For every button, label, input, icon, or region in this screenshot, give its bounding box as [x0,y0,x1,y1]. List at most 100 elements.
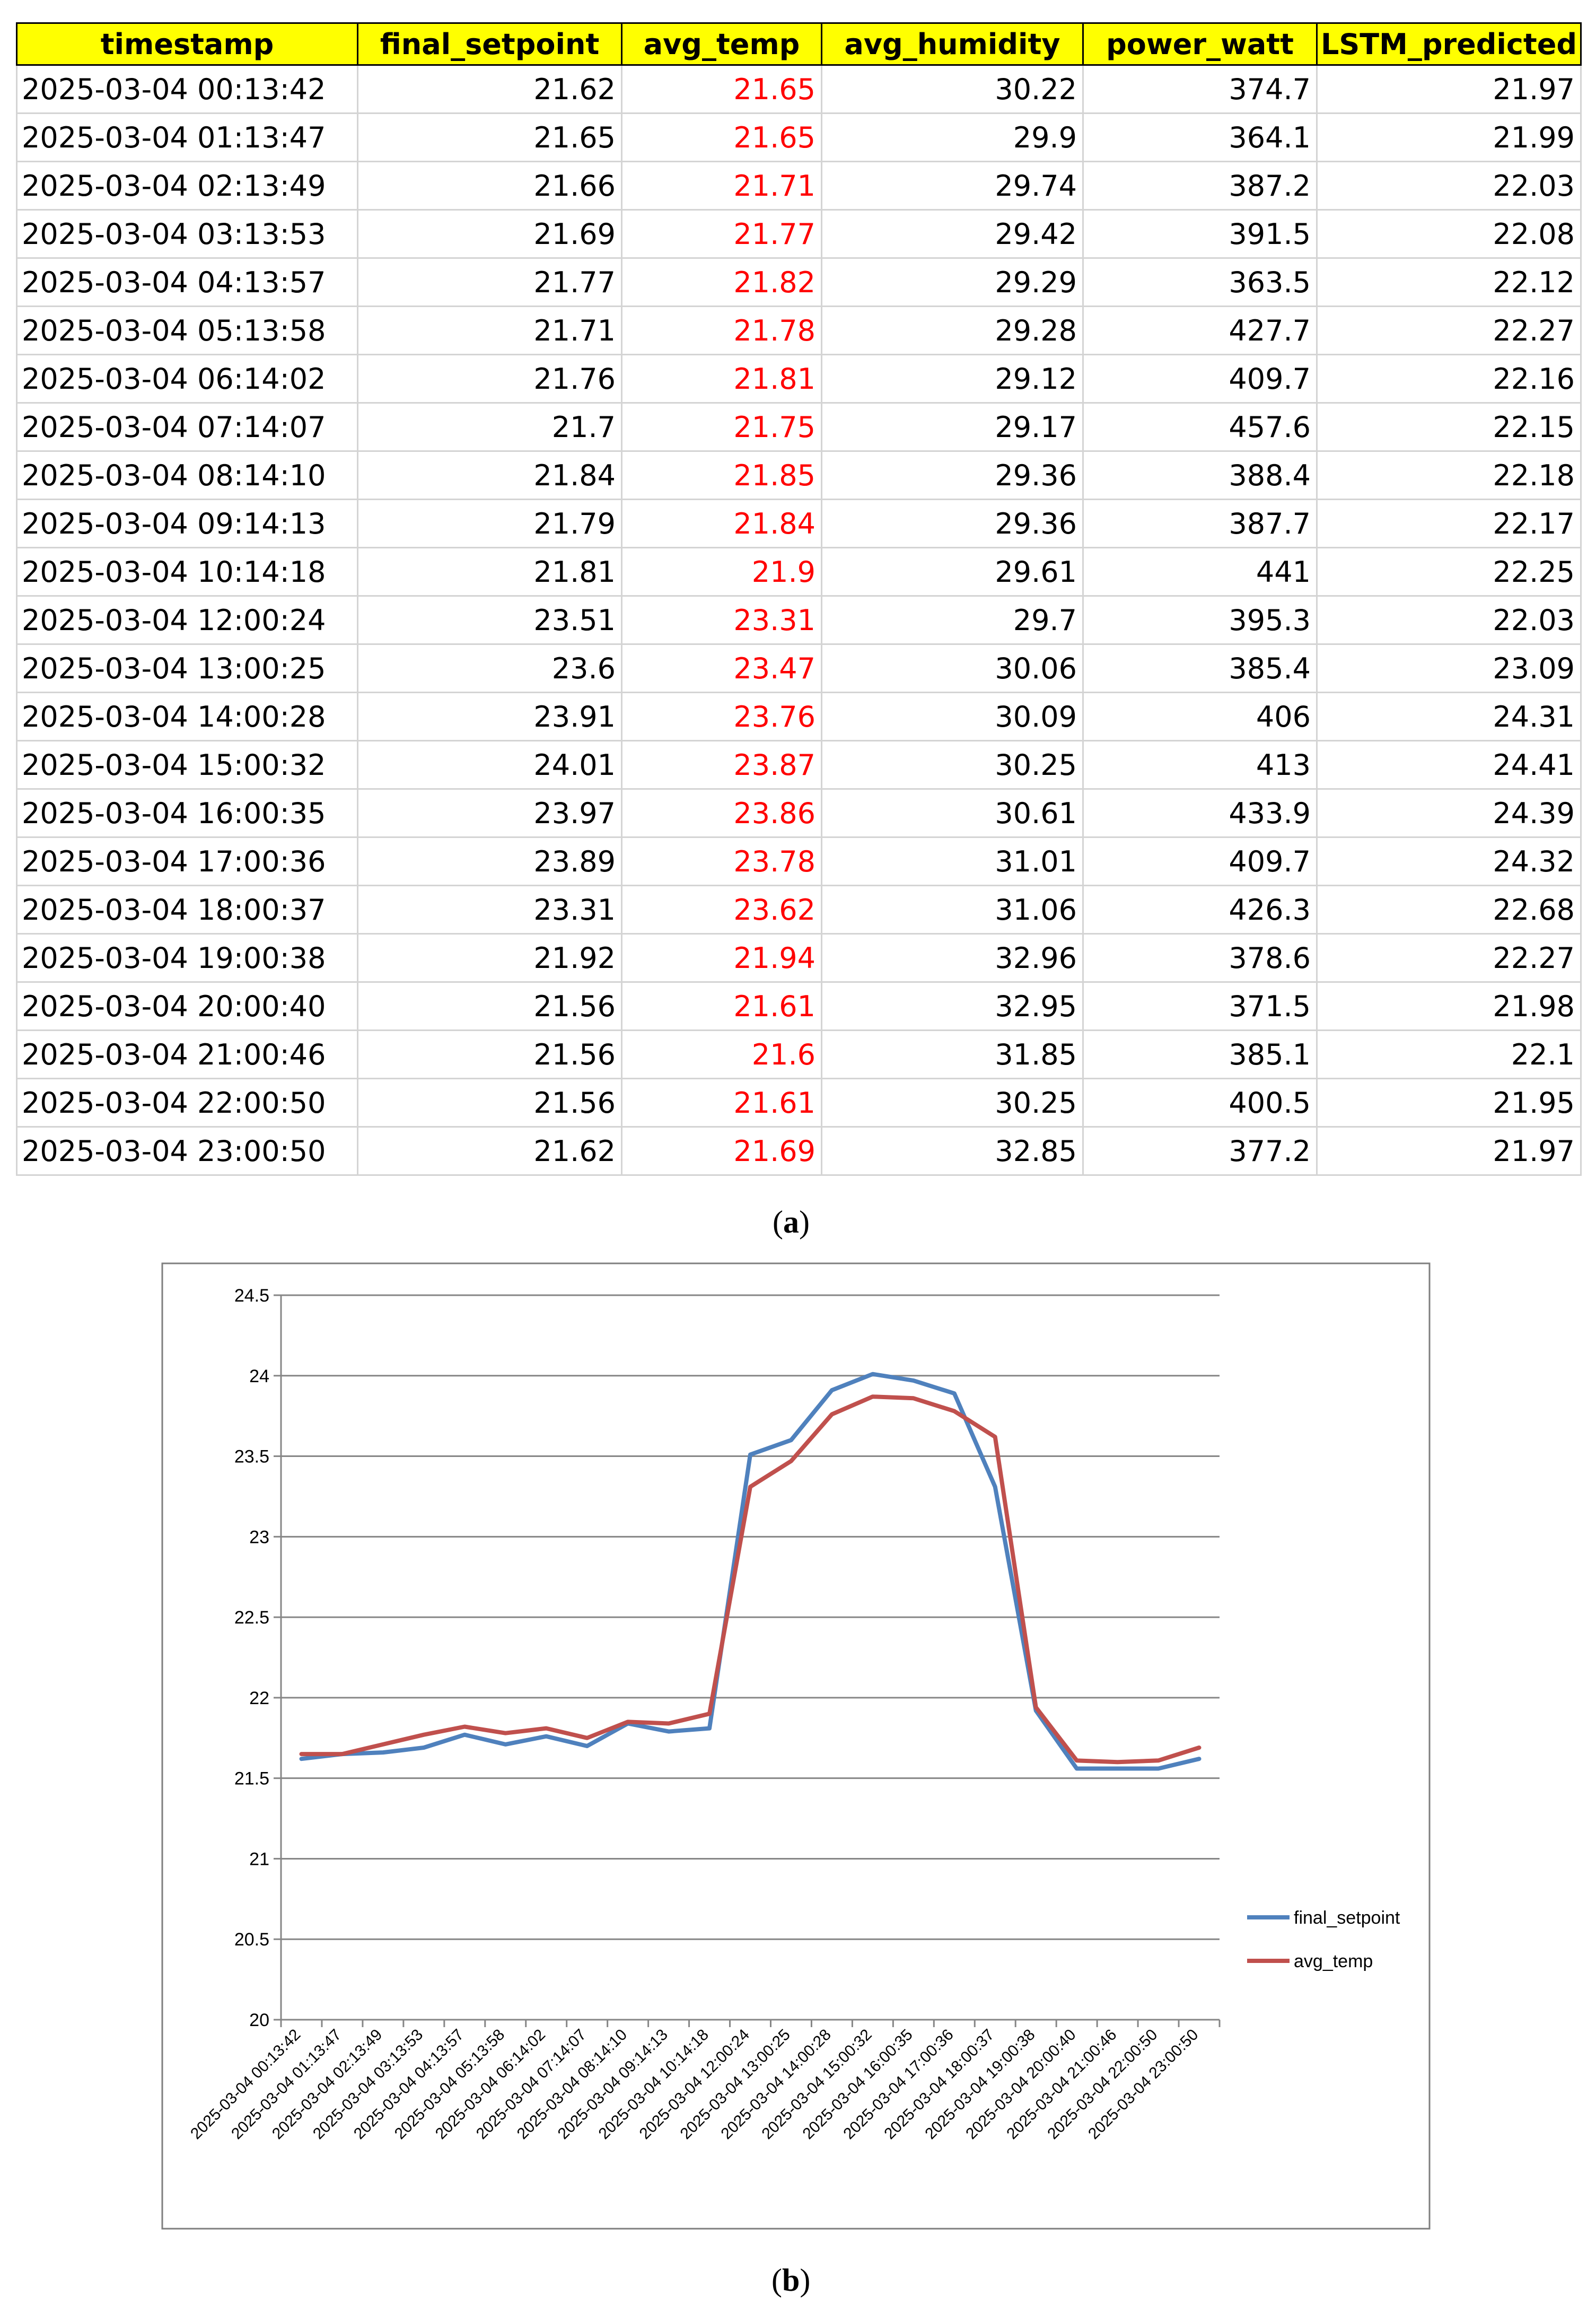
table-cell[interactable]: 2025-03-04 13:00:25 [16,644,358,693]
table-cell[interactable]: 22.15 [1317,403,1582,452]
table-cell[interactable]: 30.09 [821,692,1084,741]
table-cell[interactable]: 364.1 [1083,113,1318,162]
table-cell[interactable]: 441 [1083,547,1318,597]
table-cell[interactable]: 21.61 [621,982,822,1031]
table-cell[interactable]: 29.61 [821,547,1084,597]
table-cell[interactable]: 2025-03-04 21:00:46 [16,1030,358,1079]
table-cell[interactable]: 363.5 [1083,258,1318,307]
table-cell[interactable]: 2025-03-04 17:00:36 [16,837,358,886]
table-cell[interactable]: 24.41 [1317,740,1582,790]
table-cell[interactable]: 24.32 [1317,837,1582,886]
table-cell[interactable]: 2025-03-04 06:14:02 [16,354,358,404]
table-cell[interactable]: 378.6 [1083,933,1318,983]
table-cell[interactable]: 21.84 [621,499,822,548]
column-header-lstm-predicted[interactable]: LSTM_predicted [1316,22,1582,66]
table-cell[interactable]: 2025-03-04 10:14:18 [16,547,358,597]
table-cell[interactable]: 387.2 [1083,161,1318,211]
table-cell[interactable]: 21.97 [1317,65,1582,114]
table-cell[interactable]: 30.61 [821,789,1084,838]
table-cell[interactable]: 2025-03-04 22:00:50 [16,1078,358,1128]
table-cell[interactable]: 21.81 [357,547,622,597]
table-cell[interactable]: 22.68 [1317,885,1582,935]
table-cell[interactable]: 21.7 [357,403,622,452]
table-cell[interactable]: 23.31 [357,885,622,935]
table-cell[interactable]: 30.25 [821,740,1084,790]
table-cell[interactable]: 21.76 [357,354,622,404]
column-header-final-setpoint[interactable]: final_setpoint [357,22,622,66]
table-cell[interactable]: 21.62 [357,65,622,114]
table-cell[interactable]: 2025-03-04 14:00:28 [16,692,358,741]
table-cell[interactable]: 387.7 [1083,499,1318,548]
table-cell[interactable]: 23.87 [621,740,822,790]
table-cell[interactable]: 23.62 [621,885,822,935]
table-cell[interactable]: 22.03 [1317,596,1582,645]
table-cell[interactable]: 23.31 [621,596,822,645]
table-cell[interactable]: 21.56 [357,1078,622,1128]
table-cell[interactable]: 29.9 [821,113,1084,162]
column-header-avg-temp[interactable]: avg_temp [621,22,822,66]
table-cell[interactable]: 29.29 [821,258,1084,307]
table-cell[interactable]: 29.7 [821,596,1084,645]
table-cell[interactable]: 32.96 [821,933,1084,983]
table-cell[interactable]: 21.62 [357,1127,622,1176]
table-cell[interactable]: 23.78 [621,837,822,886]
table-cell[interactable]: 21.75 [621,403,822,452]
table-cell[interactable]: 21.92 [357,933,622,983]
column-header-power-watt[interactable]: power_watt [1082,22,1318,66]
table-cell[interactable]: 21.95 [1317,1078,1582,1128]
table-cell[interactable]: 2025-03-04 19:00:38 [16,933,358,983]
table-cell[interactable]: 30.22 [821,65,1084,114]
table-cell[interactable]: 2025-03-04 15:00:32 [16,740,358,790]
table-cell[interactable]: 21.65 [621,65,822,114]
table-cell[interactable]: 21.65 [621,113,822,162]
table-cell[interactable]: 400.5 [1083,1078,1318,1128]
table-cell[interactable]: 413 [1083,740,1318,790]
table-cell[interactable]: 22.12 [1317,258,1582,307]
table-cell[interactable]: 23.89 [357,837,622,886]
table-cell[interactable]: 385.4 [1083,644,1318,693]
table-cell[interactable]: 31.06 [821,885,1084,935]
table-cell[interactable]: 2025-03-04 04:13:57 [16,258,358,307]
table-cell[interactable]: 24.39 [1317,789,1582,838]
table-cell[interactable]: 30.06 [821,644,1084,693]
table-cell[interactable]: 21.9 [621,547,822,597]
table-cell[interactable]: 22.08 [1317,210,1582,259]
table-cell[interactable]: 2025-03-04 03:13:53 [16,210,358,259]
table-cell[interactable]: 21.82 [621,258,822,307]
table-cell[interactable]: 22.03 [1317,161,1582,211]
table-cell[interactable]: 427.7 [1083,306,1318,355]
table-cell[interactable]: 2025-03-04 01:13:47 [16,113,358,162]
table-cell[interactable]: 29.42 [821,210,1084,259]
table-cell[interactable]: 22.17 [1317,499,1582,548]
table-cell[interactable]: 374.7 [1083,65,1318,114]
table-cell[interactable]: 21.77 [357,258,622,307]
table-cell[interactable]: 2025-03-04 05:13:58 [16,306,358,355]
table-cell[interactable]: 22.27 [1317,306,1582,355]
table-cell[interactable]: 29.74 [821,161,1084,211]
table-cell[interactable]: 457.6 [1083,403,1318,452]
table-cell[interactable]: 433.9 [1083,789,1318,838]
table-cell[interactable]: 409.7 [1083,837,1318,886]
table-cell[interactable]: 23.09 [1317,644,1582,693]
column-header-timestamp[interactable]: timestamp [16,22,358,66]
table-cell[interactable]: 2025-03-04 00:13:42 [16,65,358,114]
table-cell[interactable]: 406 [1083,692,1318,741]
table-cell[interactable]: 31.85 [821,1030,1084,1079]
table-cell[interactable]: 21.78 [621,306,822,355]
column-header-avg-humidity[interactable]: avg_humidity [821,22,1084,66]
table-cell[interactable]: 23.76 [621,692,822,741]
table-cell[interactable]: 426.3 [1083,885,1318,935]
table-cell[interactable]: 22.16 [1317,354,1582,404]
table-cell[interactable]: 30.25 [821,1078,1084,1128]
table-cell[interactable]: 21.61 [621,1078,822,1128]
table-cell[interactable]: 29.36 [821,451,1084,500]
table-cell[interactable]: 21.84 [357,451,622,500]
table-cell[interactable]: 371.5 [1083,982,1318,1031]
table-cell[interactable]: 2025-03-04 12:00:24 [16,596,358,645]
table-cell[interactable]: 21.6 [621,1030,822,1079]
table-cell[interactable]: 2025-03-04 20:00:40 [16,982,358,1031]
table-cell[interactable]: 29.17 [821,403,1084,452]
table-cell[interactable]: 391.5 [1083,210,1318,259]
table-cell[interactable]: 21.85 [621,451,822,500]
table-cell[interactable]: 22.18 [1317,451,1582,500]
